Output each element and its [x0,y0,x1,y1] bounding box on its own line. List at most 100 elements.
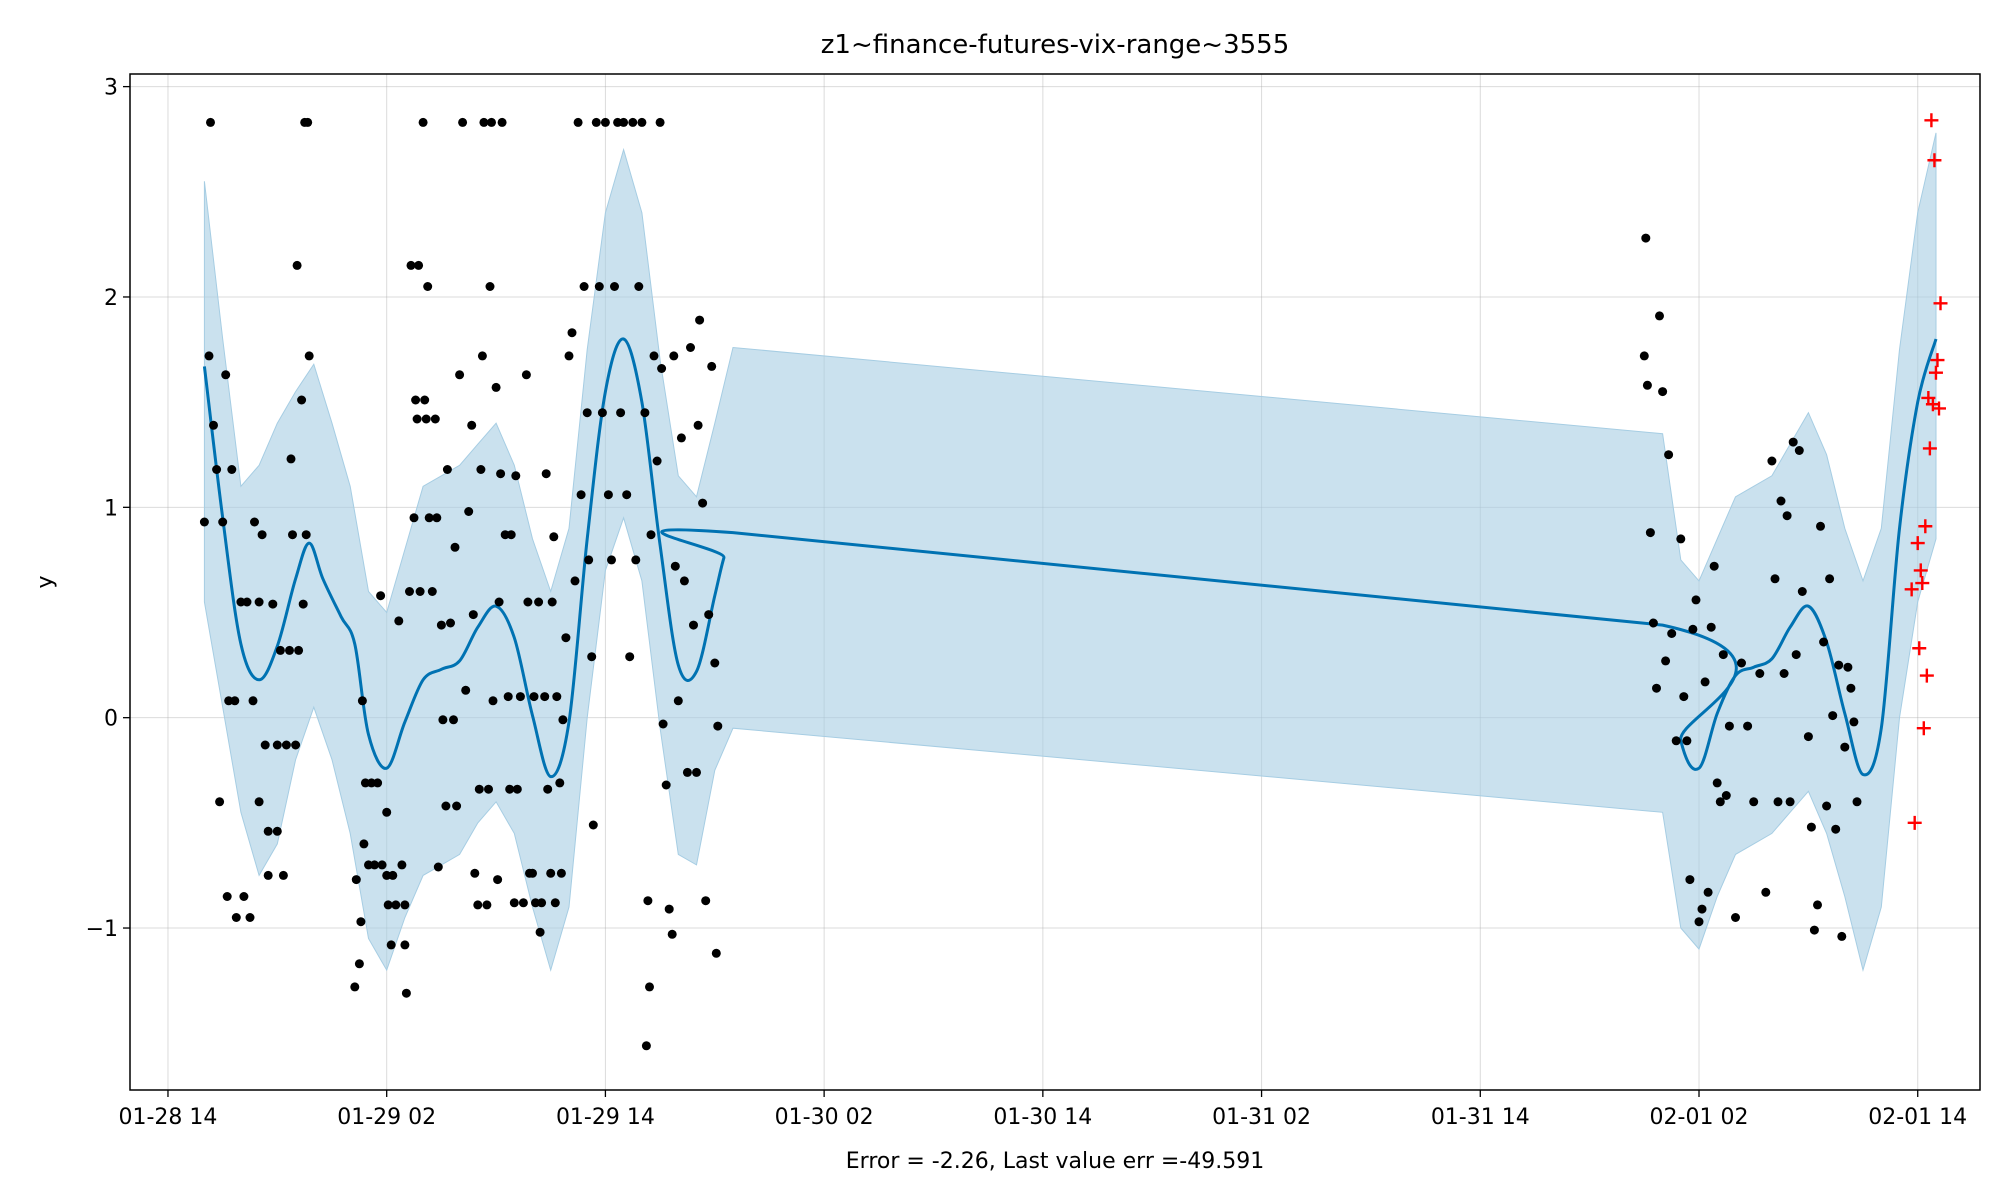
observed-point [693,420,703,430]
observed-point [541,469,551,479]
x-tick-label: 01-31 02 [1212,1105,1311,1130]
observed-point [373,778,383,788]
observed-point [199,517,209,527]
observed-point [503,692,513,702]
observed-point [212,465,222,474]
observed-point [561,633,571,643]
observed-point [382,807,392,817]
observed-point [432,513,442,523]
uncertainty-band-area [203,132,1937,973]
observed-point [248,696,258,706]
observed-point [537,898,547,908]
observed-point [298,599,308,609]
observed-point [377,860,387,870]
observed-point [634,282,644,291]
observed-point [474,784,484,794]
observed-point [438,715,448,725]
observed-point [689,620,698,630]
observed-point [406,260,416,270]
observed-point [411,395,421,405]
observed-point [603,490,613,500]
x-axis-label: Error = -2.26, Last value err =-49.591 [846,1149,1264,1174]
observed-point [1697,904,1707,914]
observed-point [263,870,273,880]
observed-point [588,820,598,830]
observed-point [1691,595,1701,605]
observed-point [391,900,401,910]
observed-point [552,692,562,702]
observed-point [370,860,379,870]
observed-point [1788,437,1798,447]
observed-point [268,599,278,609]
observed-point [701,896,711,906]
observed-point [303,117,313,127]
observed-point [664,904,674,914]
observed-point [549,532,559,542]
forecast-line [202,337,1938,779]
observed-point [356,917,366,927]
observed-point [230,696,240,706]
observed-point [400,940,410,950]
y-tick-label: 0 [104,707,118,732]
observed-point [493,875,503,885]
observed-point [555,778,565,788]
observed-point [505,784,515,794]
observed-point [1731,913,1740,922]
future-point [1913,563,1928,578]
observed-point [468,610,478,620]
observed-point [655,117,665,127]
observed-point [206,117,215,127]
observed-point [409,513,419,523]
observed-point [652,456,662,466]
observed-point [534,597,544,607]
observed-point [1664,450,1674,460]
observed-point [257,530,267,540]
observed-point [1843,662,1853,672]
observed-point [1645,528,1655,538]
observed-point [1703,887,1713,897]
observed-point [1761,887,1771,897]
observed-point [682,767,692,777]
observed-point [607,555,616,565]
observed-point [698,498,708,508]
observed-point [467,420,477,430]
observed-point [576,490,586,500]
x-tick-label: 02-01 02 [1650,1105,1749,1130]
observed-point [388,870,398,880]
observed-point [450,542,460,552]
observed-point [515,692,525,702]
observed-point [579,282,589,291]
observed-point [695,315,705,325]
observed-point [1819,637,1829,647]
observed-point [1724,721,1734,731]
future-point [1910,536,1925,551]
observed-point [558,715,568,725]
observed-point [1755,669,1765,678]
observed-point [222,892,232,901]
x-tick-label: 02-01 14 [1868,1105,1967,1130]
observed-point [631,555,641,565]
observed-point [1806,822,1816,832]
observed-point [1773,797,1783,807]
observed-point [506,530,516,540]
observed-point [497,117,507,127]
observed-point [260,740,270,750]
observed-point [529,692,539,702]
observed-point [254,597,264,607]
observed-point [1667,629,1677,638]
observed-point [1840,742,1850,752]
future-point [1931,401,1946,416]
observed-point [1803,732,1813,742]
observed-point [464,507,474,516]
observed-point [1712,778,1722,788]
observed-point [679,576,689,586]
observed-point [386,940,396,950]
observed-point [218,517,228,527]
observed-point [669,351,679,361]
future-point [1918,519,1933,534]
observed-point [649,351,659,361]
observed-point [1791,650,1801,660]
observed-point [543,784,553,794]
observed-point [275,645,285,655]
observed-point [1700,677,1710,687]
